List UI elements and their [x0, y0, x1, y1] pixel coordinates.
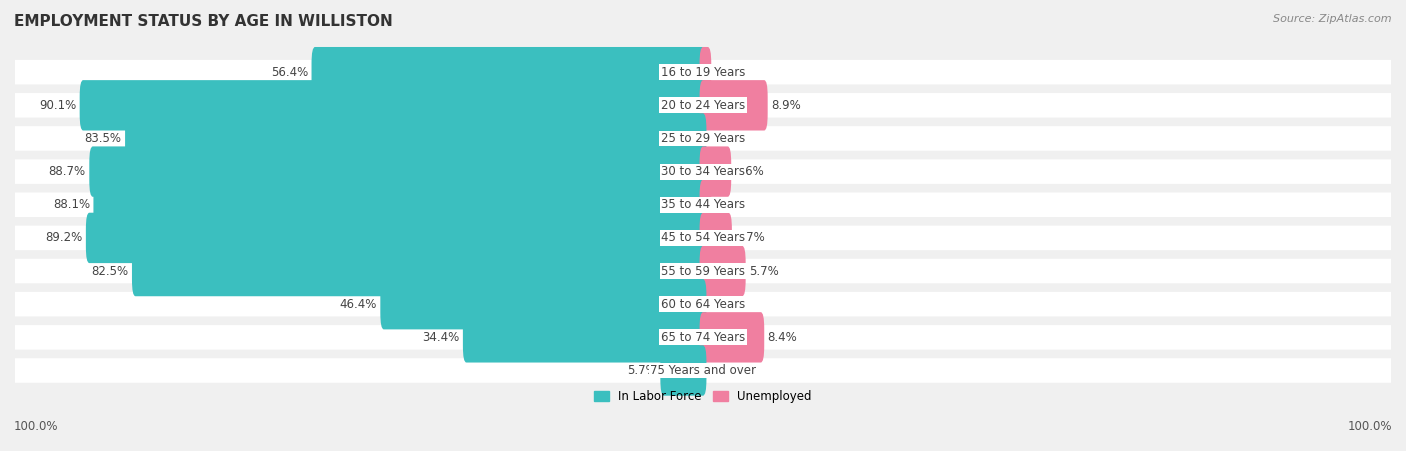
Text: 65 to 74 Years: 65 to 74 Years [661, 331, 745, 344]
Text: 3.6%: 3.6% [735, 165, 765, 178]
FancyBboxPatch shape [1, 126, 1405, 151]
Text: 16 to 19 Years: 16 to 19 Years [661, 66, 745, 78]
Text: 75 Years and over: 75 Years and over [650, 364, 756, 377]
Text: 46.4%: 46.4% [339, 298, 377, 311]
FancyBboxPatch shape [463, 312, 706, 363]
FancyBboxPatch shape [1, 325, 1405, 350]
Text: 8.9%: 8.9% [770, 99, 801, 112]
FancyBboxPatch shape [1, 93, 1405, 118]
Text: 45 to 54 Years: 45 to 54 Years [661, 231, 745, 244]
FancyBboxPatch shape [700, 80, 768, 130]
FancyBboxPatch shape [86, 213, 706, 263]
Text: 55 to 59 Years: 55 to 59 Years [661, 265, 745, 277]
FancyBboxPatch shape [700, 312, 765, 363]
FancyBboxPatch shape [1, 226, 1405, 250]
Text: 0.0%: 0.0% [710, 298, 740, 311]
Text: 8.4%: 8.4% [768, 331, 797, 344]
FancyBboxPatch shape [700, 213, 733, 263]
FancyBboxPatch shape [1, 292, 1405, 317]
Text: 100.0%: 100.0% [14, 420, 59, 433]
Text: 0.0%: 0.0% [710, 132, 740, 145]
Text: 100.0%: 100.0% [1347, 420, 1392, 433]
FancyBboxPatch shape [700, 179, 711, 230]
Text: EMPLOYMENT STATUS BY AGE IN WILLISTON: EMPLOYMENT STATUS BY AGE IN WILLISTON [14, 14, 392, 28]
FancyBboxPatch shape [93, 179, 706, 230]
Legend: In Labor Force, Unemployed: In Labor Force, Unemployed [589, 385, 817, 408]
Text: 60 to 64 Years: 60 to 64 Years [661, 298, 745, 311]
Text: 83.5%: 83.5% [84, 132, 122, 145]
FancyBboxPatch shape [1, 159, 1405, 184]
Text: 5.7%: 5.7% [627, 364, 657, 377]
FancyBboxPatch shape [1, 259, 1405, 283]
Text: 34.4%: 34.4% [422, 331, 460, 344]
Text: 20 to 24 Years: 20 to 24 Years [661, 99, 745, 112]
FancyBboxPatch shape [1, 358, 1405, 383]
FancyBboxPatch shape [700, 246, 745, 296]
Text: 88.7%: 88.7% [49, 165, 86, 178]
Text: 0.7%: 0.7% [714, 66, 744, 78]
Text: 56.4%: 56.4% [271, 66, 308, 78]
Text: 90.1%: 90.1% [39, 99, 76, 112]
FancyBboxPatch shape [700, 147, 731, 197]
Text: 88.1%: 88.1% [53, 198, 90, 211]
FancyBboxPatch shape [80, 80, 706, 130]
FancyBboxPatch shape [661, 345, 706, 396]
Text: 89.2%: 89.2% [45, 231, 83, 244]
Text: Source: ZipAtlas.com: Source: ZipAtlas.com [1274, 14, 1392, 23]
Text: 30 to 34 Years: 30 to 34 Years [661, 165, 745, 178]
Text: 3.7%: 3.7% [735, 231, 765, 244]
FancyBboxPatch shape [1, 60, 1405, 84]
Text: 0.7%: 0.7% [714, 198, 744, 211]
Text: 35 to 44 Years: 35 to 44 Years [661, 198, 745, 211]
FancyBboxPatch shape [700, 47, 711, 97]
Text: 5.7%: 5.7% [749, 265, 779, 277]
Text: 25 to 29 Years: 25 to 29 Years [661, 132, 745, 145]
FancyBboxPatch shape [125, 113, 706, 164]
Text: 82.5%: 82.5% [91, 265, 128, 277]
Text: 0.0%: 0.0% [710, 364, 740, 377]
FancyBboxPatch shape [132, 246, 706, 296]
FancyBboxPatch shape [312, 47, 706, 97]
FancyBboxPatch shape [90, 147, 706, 197]
FancyBboxPatch shape [1, 193, 1405, 217]
FancyBboxPatch shape [381, 279, 706, 329]
